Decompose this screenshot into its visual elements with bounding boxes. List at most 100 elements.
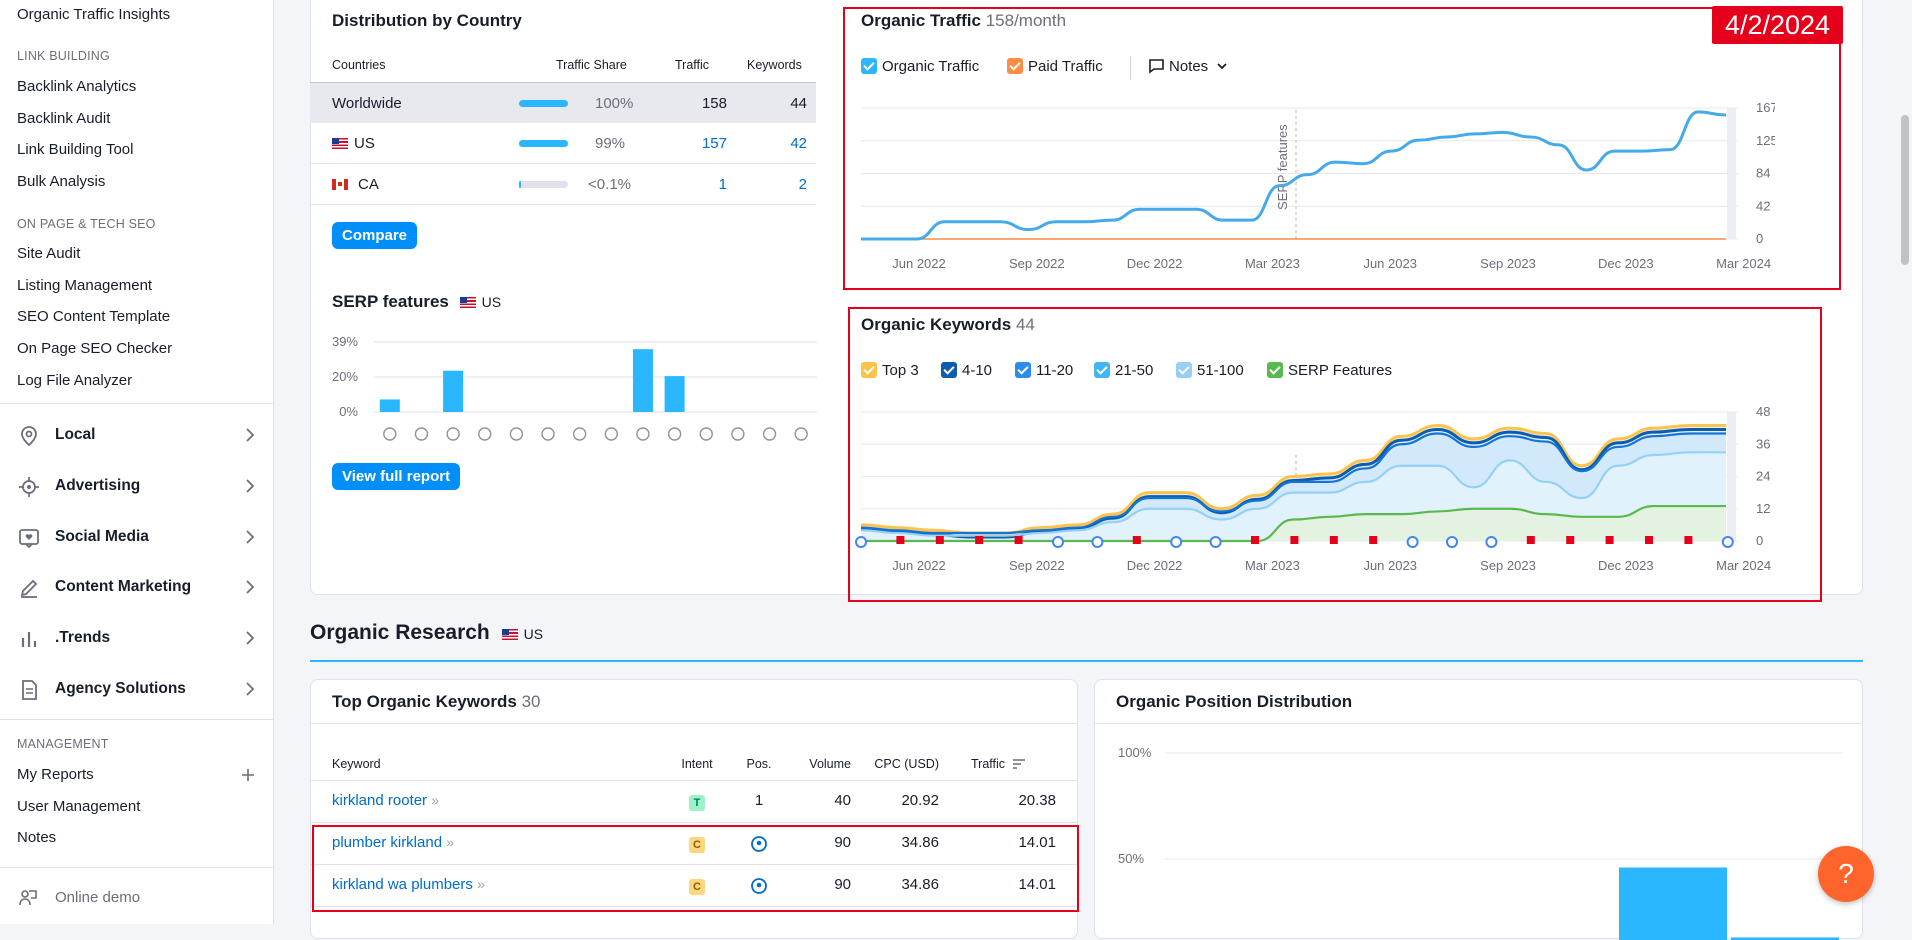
traffic-share-value: 100% [595, 95, 634, 112]
organic-keywords-chart: 48 36 24 12 0 Jun 2022 Sep 2022 Dec 2022 Mar 202… [855, 404, 1771, 573]
sidebar-group-content-marketing[interactable]: Content Marketing [0, 567, 273, 607]
flag-marker-icon [1684, 536, 1693, 544]
sidebar-item-site-audit[interactable]: Site Audit [17, 245, 81, 262]
serp-feature-icon [478, 427, 492, 441]
serp-features-title: SERP features US [332, 292, 502, 311]
sidebar-item-backlink-audit[interactable]: Backlink Audit [17, 110, 111, 127]
google-marker-icon [1091, 536, 1104, 548]
x-tick-label: Sep 2023 [1480, 558, 1536, 573]
x-tick-label: Jun 2023 [1363, 558, 1417, 573]
sidebar-group-advertising[interactable]: Advertising [0, 466, 273, 506]
intent-badge: C [689, 877, 705, 895]
x-tick-label: Dec 2022 [1127, 558, 1183, 573]
series-line [860, 427, 1726, 539]
sidebar-item-organic-traffic-insights[interactable]: Organic Traffic Insights [17, 6, 171, 23]
serp-feature-icon [446, 427, 460, 441]
add-report-icon[interactable] [240, 767, 256, 783]
legend-paid-traffic[interactable]: Paid Traffic [1007, 58, 1103, 75]
x-tick-label: Mar 2023 [1245, 558, 1300, 573]
scrollbar-thumb[interactable] [1901, 115, 1909, 265]
serp-feature-icon [509, 427, 524, 441]
traffic-value: 20.38 [1018, 792, 1056, 809]
chevron-right-icon [246, 479, 255, 493]
table-row[interactable]: kirkland wa plumbers » C 90 34.86 14.01 [311, 865, 1077, 907]
country-row-ca[interactable]: CA <0.1% 1 2 [310, 164, 816, 205]
col-intent: Intent [681, 757, 713, 771]
flag-marker-icon [896, 536, 905, 544]
series-line [861, 110, 1727, 241]
scrollbar[interactable] [1898, 0, 1912, 924]
legend-11-20[interactable]: 11-20 [1015, 362, 1073, 379]
sidebar-item-link-building-tool[interactable]: Link Building Tool [17, 141, 134, 158]
traffic-value: 158 [701, 95, 727, 112]
keyword-link[interactable]: plumber kirkland » [332, 834, 455, 851]
date-badge: 4/2/2024 [1712, 6, 1843, 44]
checkbox-checked-icon [941, 362, 957, 378]
country-row-worldwide[interactable]: Worldwide 100% 158 44 [310, 82, 816, 123]
keyword-link[interactable]: kirkland wa plumbers » [332, 876, 485, 893]
y-tick-label: 50% [1118, 851, 1144, 866]
comment-icon [1149, 59, 1164, 74]
traffic-share-fill [519, 181, 521, 188]
divider [311, 723, 1077, 724]
serp-feature-icon [572, 427, 587, 441]
table-row[interactable]: kirkland rooter » T 1 40 20.92 20.38 [311, 781, 1077, 823]
sidebar-item-seo-content-template[interactable]: SEO Content Template [17, 308, 171, 325]
notes-dropdown[interactable]: Notes [1148, 58, 1228, 75]
sidebar-item-backlink-analytics[interactable]: Backlink Analytics [17, 78, 137, 95]
series-area [861, 506, 1726, 541]
local-pack-icon [751, 836, 767, 852]
help-button[interactable]: ? [1818, 846, 1874, 902]
y-tick-label: 167 [1756, 100, 1775, 115]
keywords-value[interactable]: 2 [798, 176, 807, 193]
current-period-band [1727, 412, 1736, 541]
legend-serp-features[interactable]: SERP Features [1267, 362, 1392, 379]
y-tick-label: 125 [1756, 133, 1775, 148]
serp-marker-label: SERP features [1275, 124, 1290, 210]
y-tick-label: 0 [1756, 533, 1763, 548]
keywords-value[interactable]: 42 [790, 135, 807, 152]
flag-marker-icon [1566, 536, 1575, 544]
sidebar-section-link-building: LINK BUILDING [17, 49, 110, 63]
sidebar-item-user-management[interactable]: User Management [17, 798, 141, 815]
legend-4-10[interactable]: 4-10 [941, 362, 992, 379]
sidebar-item-bulk-analysis[interactable]: Bulk Analysis [17, 173, 106, 190]
country-row-us[interactable]: US 99% 157 42 [310, 123, 816, 164]
traffic-value[interactable]: 1 [718, 176, 727, 193]
sidebar-item-notes[interactable]: Notes [17, 829, 57, 846]
sidebar-group-social-media[interactable]: Social Media [0, 517, 273, 557]
country-name: US [332, 135, 375, 152]
sidebar-group-local[interactable]: Local [0, 415, 273, 455]
flag-marker-icon [1605, 536, 1614, 544]
table-row[interactable]: plumber kirkland » C 90 34.86 14.01 [311, 823, 1077, 865]
traffic-value[interactable]: 157 [701, 135, 727, 152]
sidebar-group-trends[interactable]: .Trends [0, 618, 273, 658]
legend-organic-traffic[interactable]: Organic Traffic [861, 58, 979, 75]
sidebar-item-my-reports[interactable]: My Reports [17, 766, 94, 783]
sidebar-group-agency-solutions[interactable]: Agency Solutions [0, 669, 273, 709]
col-volume: Volume [809, 757, 851, 771]
traffic-share-value: <0.1% [588, 176, 631, 193]
sidebar-item-on-page-seo-checker[interactable]: On Page SEO Checker [17, 340, 173, 357]
legend-51-100[interactable]: 51-100 [1176, 362, 1244, 379]
x-tick-label: Jun 2023 [1363, 256, 1417, 271]
col-traffic-sort[interactable]: Traffic [971, 757, 1026, 771]
serp-feature-icon [541, 427, 555, 441]
sidebar-section-management: MANAGEMENT [17, 737, 109, 751]
serp-feature-icon [383, 427, 397, 441]
bar-chart-icon [21, 632, 37, 647]
position-distribution-title: Organic Position Distribution [1116, 692, 1353, 711]
serp-feature-icon [731, 427, 745, 441]
view-full-report-button[interactable]: View full report [332, 463, 461, 490]
legend-top-3[interactable]: Top 3 [861, 362, 919, 379]
x-tick-label: Sep 2022 [1009, 558, 1065, 573]
compare-button[interactable]: Compare [332, 222, 418, 249]
sidebar-item-online-demo[interactable]: Online demo [55, 889, 141, 906]
legend-21-50[interactable]: 21-50 [1094, 362, 1153, 379]
chevron-right-icon [246, 682, 255, 696]
sidebar-item-log-file-analyzer[interactable]: Log File Analyzer [17, 372, 133, 389]
organic-traffic-chart: 167 125 84 42 0 SERP features Jun 2022 Sep 2022… [861, 100, 1775, 271]
keyword-link[interactable]: kirkland rooter » [332, 792, 440, 809]
sidebar-item-listing-management[interactable]: Listing Management [17, 277, 153, 294]
serp-feature-icon [604, 427, 619, 441]
